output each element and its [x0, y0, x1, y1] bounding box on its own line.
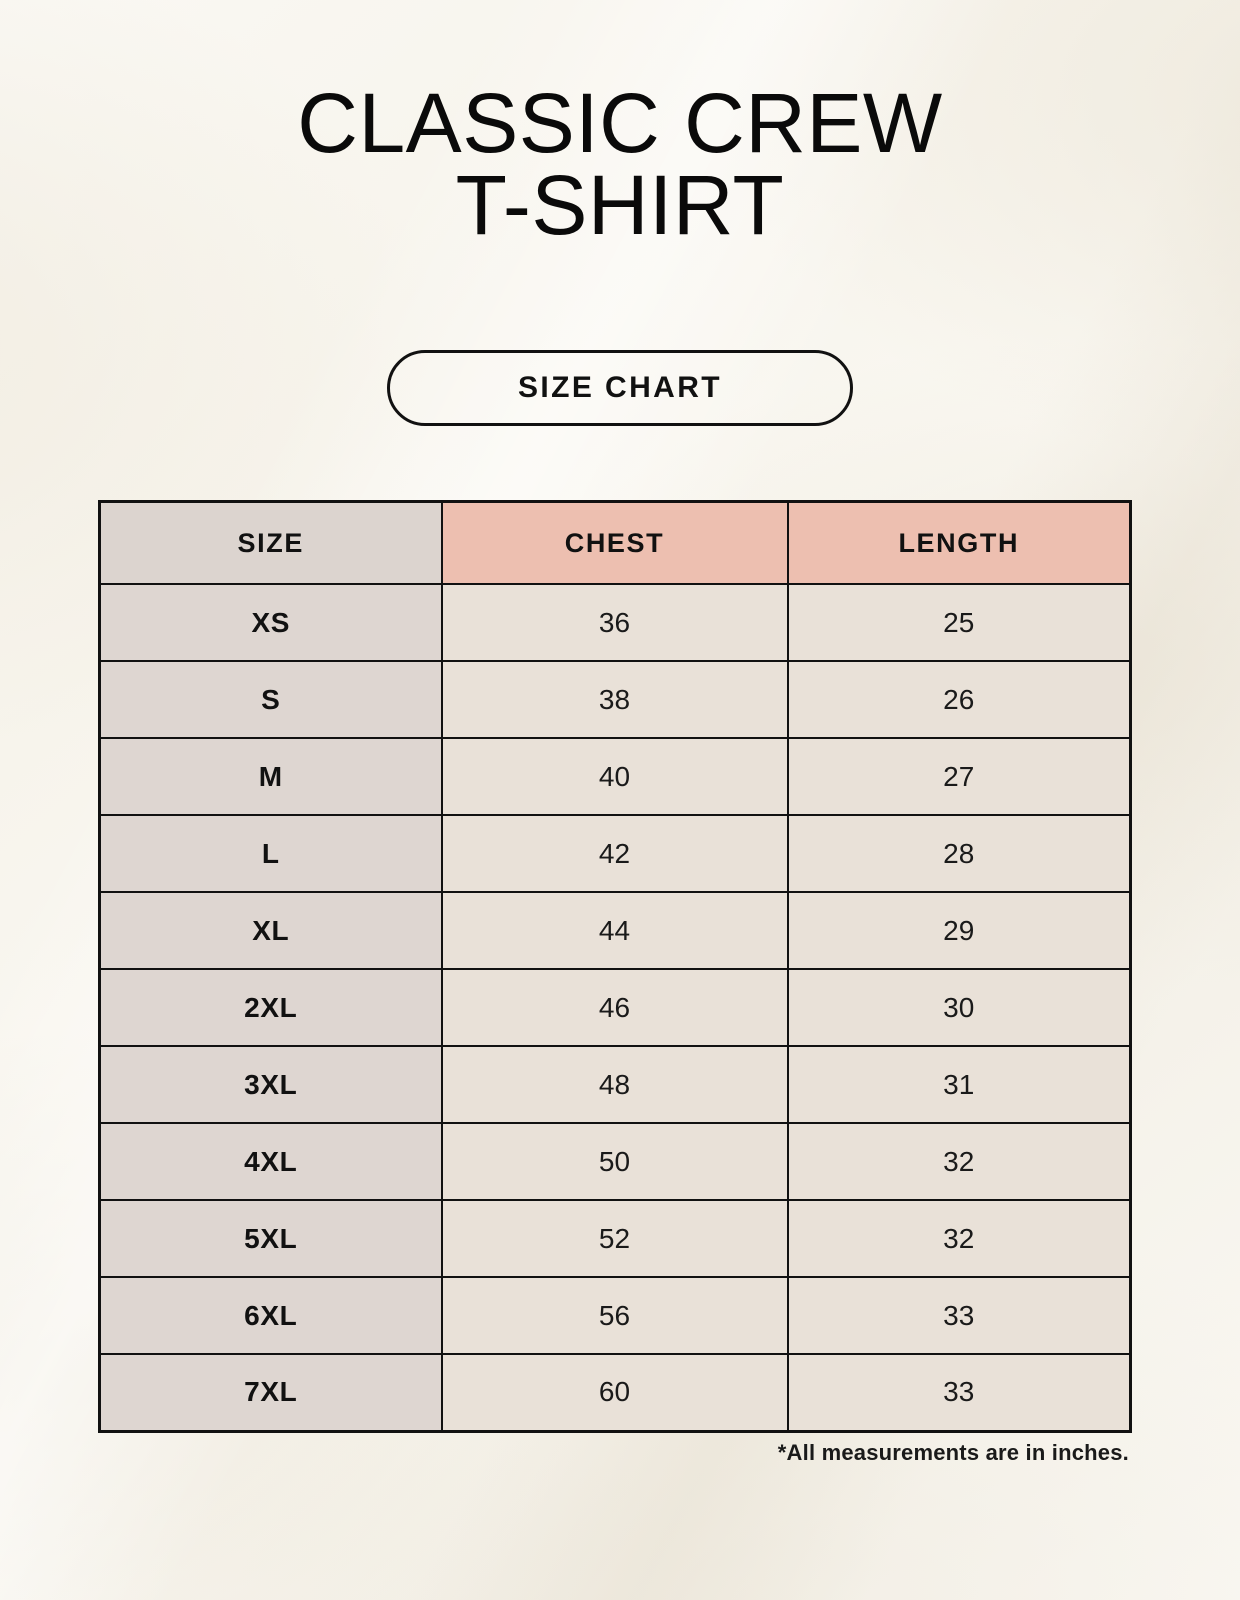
cell-size: 3XL	[98, 1045, 443, 1124]
cell-chest: 50	[440, 1122, 789, 1201]
cell-length: 29	[786, 891, 1132, 970]
column-header-chest: CHEST	[440, 500, 789, 585]
cell-chest: 42	[440, 814, 789, 893]
table-row: 5XL 52 32	[98, 1199, 1132, 1278]
cell-length: 32	[786, 1122, 1132, 1201]
size-table-container: SIZE CHEST LENGTH XS 36 25 S 38 26 M 40 27 L 42 28 X…	[98, 500, 1132, 1433]
cell-size: XL	[98, 891, 443, 970]
cell-chest: 52	[440, 1199, 789, 1278]
cell-length: 32	[786, 1199, 1132, 1278]
table-row: 7XL 60 33	[98, 1353, 1132, 1432]
size-table-header: SIZE CHEST LENGTH	[98, 500, 1132, 585]
size-chart-badge-label: SIZE CHART	[518, 371, 722, 404]
cell-chest: 44	[440, 891, 789, 970]
cell-size: L	[98, 814, 443, 893]
cell-chest: 36	[440, 583, 789, 662]
size-chart-badge-container: SIZE CHART	[0, 350, 1240, 426]
cell-size: 6XL	[98, 1276, 443, 1355]
cell-length: 25	[786, 583, 1132, 662]
cell-chest: 38	[440, 660, 789, 739]
page-title-line-1: CLASSIC CREW	[297, 76, 943, 170]
cell-length: 28	[786, 814, 1132, 893]
measurements-footnote: *All measurements are in inches.	[777, 1440, 1129, 1465]
cell-size: 4XL	[98, 1122, 443, 1201]
page-title: CLASSIC CREW T-SHIRT	[0, 76, 1240, 252]
table-row: XL 44 29	[98, 891, 1132, 970]
cell-chest: 56	[440, 1276, 789, 1355]
cell-length: 30	[786, 968, 1132, 1047]
table-row: XS 36 25	[98, 583, 1132, 662]
cell-chest: 40	[440, 737, 789, 816]
page-title-line-2: T-SHIRT	[455, 158, 785, 252]
table-header-row: SIZE CHEST LENGTH	[98, 500, 1132, 585]
cell-length: 33	[786, 1353, 1132, 1432]
cell-chest: 46	[440, 968, 789, 1047]
cell-length: 26	[786, 660, 1132, 739]
table-row: 6XL 56 33	[98, 1276, 1132, 1355]
cell-chest: 60	[440, 1353, 789, 1432]
cell-size: 5XL	[98, 1199, 443, 1278]
size-chart-badge: SIZE CHART	[387, 350, 853, 426]
size-table: SIZE CHEST LENGTH XS 36 25 S 38 26 M 40 27 L 42 28 X…	[98, 500, 1132, 1433]
cell-size: S	[98, 660, 443, 739]
cell-chest: 48	[440, 1045, 789, 1124]
cell-size: XS	[98, 583, 443, 662]
table-row: M 40 27	[98, 737, 1132, 816]
table-row: L 42 28	[98, 814, 1132, 893]
table-row: 4XL 50 32	[98, 1122, 1132, 1201]
table-row: 3XL 48 31	[98, 1045, 1132, 1124]
column-header-size: SIZE	[98, 500, 443, 585]
cell-length: 27	[786, 737, 1132, 816]
cell-size: M	[98, 737, 443, 816]
cell-length: 31	[786, 1045, 1132, 1124]
table-row: 2XL 46 30	[98, 968, 1132, 1047]
cell-size: 7XL	[98, 1353, 443, 1432]
table-row: S 38 26	[98, 660, 1132, 739]
cell-size: 2XL	[98, 968, 443, 1047]
column-header-length: LENGTH	[786, 500, 1132, 585]
size-table-body: XS 36 25 S 38 26 M 40 27 L 42 28 XL 44 29 2XL 46 30 3XL 48 3…	[98, 583, 1132, 1432]
cell-length: 33	[786, 1276, 1132, 1355]
